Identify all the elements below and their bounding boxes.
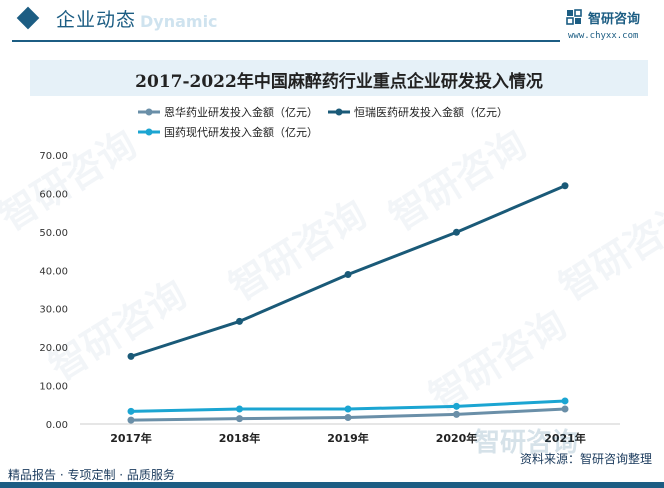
data-point xyxy=(127,416,135,424)
watermark-logo-text: 智研咨询 xyxy=(474,428,579,458)
data-point xyxy=(344,413,352,421)
section-title: 企业动态 xyxy=(56,9,137,31)
data-point xyxy=(236,405,243,413)
x-tick-label: 2021年 xyxy=(544,431,586,445)
brand-mark-icon xyxy=(566,9,582,25)
legend-marker xyxy=(335,108,343,116)
data-point xyxy=(236,415,243,423)
legend-label: 恩华药业研发投入金额（亿元） xyxy=(164,105,318,119)
data-point xyxy=(453,228,460,236)
header-divider xyxy=(12,40,560,42)
data-point xyxy=(344,405,352,413)
legend-label: 恒瑞医药研发投入金额（亿元） xyxy=(354,105,508,119)
y-tick-label: 30.00 xyxy=(39,305,68,316)
page-header: 企业动态 Dynamic 智研咨询 www.chyxx.com xyxy=(0,0,664,46)
data-point xyxy=(453,410,460,418)
data-point xyxy=(127,352,135,360)
data-point xyxy=(561,397,569,405)
chart-title: 2017-2022年中国麻醉药行业重点企业研发投入情况 xyxy=(135,72,543,92)
legend-marker xyxy=(145,108,153,116)
line-chart: 0.00 10.00 20.00 30.00 40.00 50.00 60.00 70.00 2… xyxy=(39,105,620,445)
brand-name: 智研咨询 xyxy=(588,12,641,27)
x-tick-label: 2019年 xyxy=(327,431,369,445)
legend-marker xyxy=(145,128,153,136)
data-point xyxy=(561,405,569,413)
data-point xyxy=(453,402,460,410)
legend-label: 国药现代研发投入金额（亿元） xyxy=(164,125,318,139)
x-tick-label: 2017年 xyxy=(110,431,152,445)
header-watermark: Dynamic xyxy=(140,12,218,31)
y-tick-label: 40.00 xyxy=(39,266,68,277)
y-tick-label: 0.00 xyxy=(46,420,68,431)
footer-tagline: 精品报告 · 专项定制 · 品质服务 xyxy=(8,468,175,482)
y-tick-label: 70.00 xyxy=(39,151,68,162)
y-tick-label: 50.00 xyxy=(39,228,68,239)
x-tick-label: 2020年 xyxy=(436,431,478,445)
data-point xyxy=(236,317,243,325)
data-point xyxy=(561,182,569,190)
x-tick-label: 2018年 xyxy=(219,431,261,445)
brand-url: www.chyxx.com xyxy=(568,31,639,41)
data-point xyxy=(127,407,135,415)
y-tick-label: 20.00 xyxy=(39,343,68,354)
footer-source: 资料来源：智研咨询整理 xyxy=(519,452,652,466)
data-point xyxy=(344,271,352,279)
y-tick-label: 60.00 xyxy=(39,189,68,200)
y-tick-label: 10.00 xyxy=(39,382,68,393)
chart-title-band: 2017-2022年中国麻醉药行业重点企业研发投入情况 xyxy=(30,60,648,96)
bottom-band xyxy=(0,482,664,488)
